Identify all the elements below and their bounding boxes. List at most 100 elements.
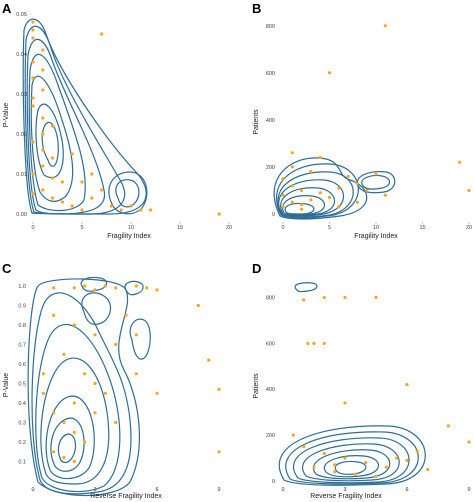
data-point	[155, 288, 159, 292]
data-point	[281, 205, 285, 209]
data-point	[217, 450, 221, 454]
data-point	[31, 36, 35, 40]
data-point	[72, 430, 76, 434]
data-point	[322, 451, 326, 456]
contours-c	[27, 276, 151, 496]
data-point	[72, 459, 76, 464]
data-point	[415, 449, 419, 453]
data-point	[52, 411, 56, 415]
y-tick-label: 0.9	[18, 304, 26, 310]
density-contour	[40, 357, 110, 485]
data-point	[90, 196, 94, 200]
data-point	[134, 372, 138, 376]
data-point	[318, 155, 322, 160]
data-point	[281, 177, 285, 181]
data-point	[83, 372, 87, 376]
data-point	[333, 470, 337, 474]
data-point	[41, 188, 45, 192]
data-point	[31, 96, 35, 100]
x-tick-label: 20	[226, 225, 232, 231]
x-tick-label: 10	[128, 225, 134, 231]
data-point	[318, 191, 322, 195]
x-tick-label: 5	[80, 225, 83, 231]
data-point	[446, 424, 450, 428]
data-point	[51, 176, 55, 180]
data-point	[41, 48, 45, 52]
data-point	[31, 172, 35, 176]
y-tick-label: 0.00	[16, 212, 27, 218]
data-point	[93, 333, 97, 337]
density-contour	[277, 171, 354, 218]
data-point	[51, 156, 55, 160]
density-contour	[30, 75, 74, 202]
data-point	[51, 124, 55, 128]
panel-letter-a: A	[2, 1, 12, 16]
data-point	[365, 188, 369, 193]
data-point	[300, 188, 304, 193]
density-contour	[323, 455, 380, 478]
data-point	[312, 465, 316, 469]
data-point	[337, 186, 341, 190]
data-point	[31, 140, 35, 144]
points-c	[41, 284, 221, 464]
data-point	[291, 433, 295, 437]
data-point	[100, 32, 104, 36]
data-point	[51, 196, 55, 200]
density-contour	[31, 292, 132, 495]
data-point	[333, 463, 337, 467]
y-tick-label: 600	[266, 341, 275, 347]
points-b	[281, 24, 471, 211]
panel-d: D 0369 0 200 400 600 800 Reverse Fragility I…	[252, 261, 471, 500]
y-axis-title-c: P-Value	[3, 373, 10, 397]
y-tick-label: 0.4	[18, 401, 26, 407]
data-point	[72, 286, 76, 290]
data-point	[343, 295, 347, 300]
density-contour	[50, 417, 85, 472]
density-contour	[292, 437, 410, 484]
data-point	[62, 456, 66, 460]
density-contour	[275, 163, 359, 219]
data-point	[41, 68, 45, 72]
data-point	[31, 76, 35, 80]
data-point	[41, 164, 45, 168]
data-point	[290, 200, 294, 204]
data-point	[70, 204, 74, 208]
data-point	[90, 172, 94, 176]
data-point	[383, 24, 387, 28]
data-point	[60, 200, 64, 204]
density-contour	[27, 278, 140, 496]
data-point	[145, 286, 149, 290]
y-tick-labels-c: 0.1 0.2 0.3 0.4 0.5 0.6 0.7 0.8 0.9 1.0	[18, 284, 26, 466]
data-point	[207, 358, 211, 362]
data-point	[80, 208, 84, 212]
data-point	[467, 440, 471, 444]
data-point	[41, 391, 45, 395]
data-point	[302, 298, 306, 302]
data-point	[374, 172, 378, 176]
density-contour	[57, 433, 77, 464]
density-contour	[81, 292, 112, 325]
data-point	[281, 193, 285, 197]
data-point	[426, 467, 430, 472]
data-point	[114, 342, 118, 347]
density-contour	[115, 179, 140, 208]
y-tick-label: 0.1	[18, 460, 26, 466]
y-tick-labels-a: 0.00 0.01 0.02 0.03 0.04 0.05	[16, 12, 27, 218]
y-tick-label: 0.7	[18, 343, 26, 349]
panel-b: B 0 5 10 15 20 0 200 400 600 800 Fragility Index…	[252, 1, 472, 240]
data-point	[343, 456, 347, 460]
panel-letter-b: B	[252, 1, 261, 16]
data-point	[217, 212, 221, 216]
x-tick-labels-a: 0 5 10 15 20	[31, 222, 232, 231]
data-point	[322, 295, 326, 300]
data-point	[134, 284, 138, 288]
x-axis-title-a: Fragility Index	[107, 233, 151, 240]
density-contour	[313, 449, 391, 480]
y-tick-label: 0.6	[18, 362, 26, 368]
panel-letter-c: C	[2, 261, 12, 276]
x-axis-title-b: Fragility Index	[354, 233, 398, 240]
density-contour	[35, 103, 64, 179]
panel-c: C 0369 0.1 0.2 0.3 0.4 0.5 0.6 0.7 0.8 0.9 1.0 Re…	[2, 261, 221, 500]
data-point	[83, 284, 87, 288]
x-axis-title-c: Reverse Fragility Index	[90, 493, 162, 500]
